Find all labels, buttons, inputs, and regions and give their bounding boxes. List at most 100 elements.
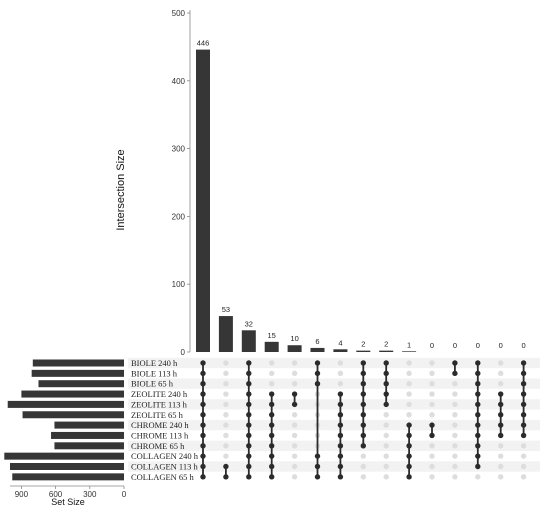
matrix-dot-active bbox=[246, 422, 252, 428]
intersection-bar-label: 53 bbox=[222, 305, 230, 314]
matrix-dot-active bbox=[269, 463, 275, 470]
matrix-dot-active bbox=[360, 381, 366, 387]
matrix-dot-active bbox=[475, 412, 481, 418]
matrix-dot-active bbox=[269, 432, 275, 439]
matrix-dot-active bbox=[360, 432, 366, 439]
matrix-dot-inactive bbox=[337, 381, 344, 387]
intersection-bars bbox=[196, 49, 417, 352]
matrix-dot-active bbox=[360, 391, 366, 397]
matrix-dot-active bbox=[360, 422, 366, 428]
matrix-dot-inactive bbox=[429, 412, 435, 418]
intersection-bar-label: 6 bbox=[315, 337, 319, 346]
matrix-dot-inactive bbox=[429, 474, 435, 480]
matrix-dot-active bbox=[246, 443, 252, 449]
matrix-dot-active bbox=[429, 432, 435, 439]
intersection-bar bbox=[333, 349, 348, 352]
matrix-dot-inactive bbox=[498, 474, 504, 480]
matrix-dot-inactive bbox=[223, 422, 229, 428]
matrix-dot-inactive bbox=[452, 412, 458, 418]
matrix-dot-inactive bbox=[360, 474, 366, 480]
matrix-dot-active bbox=[246, 391, 252, 397]
matrix-dot-inactive bbox=[291, 463, 298, 470]
matrix-dot-active bbox=[498, 391, 504, 397]
matrix-dot-active bbox=[200, 474, 206, 480]
matrix-dot-active bbox=[475, 422, 481, 428]
matrix-dot-active bbox=[383, 360, 389, 366]
intersection-bar bbox=[196, 49, 210, 352]
matrix-dot-inactive bbox=[498, 360, 504, 366]
matrix-dot-inactive bbox=[223, 432, 229, 439]
matrix-dot-inactive bbox=[223, 401, 229, 408]
intersection-bar-label: 15 bbox=[268, 331, 276, 340]
intersection-bar bbox=[264, 341, 279, 352]
matrix-dot-active bbox=[520, 401, 527, 408]
matrix-dot-active bbox=[269, 453, 275, 459]
set-size-bar bbox=[31, 369, 124, 377]
matrix-row-stripe bbox=[128, 461, 540, 472]
matrix-dot-inactive bbox=[452, 391, 458, 397]
matrix-dot-active bbox=[269, 412, 275, 418]
matrix-dot-inactive bbox=[223, 360, 229, 366]
matrix-dot-inactive bbox=[429, 370, 435, 377]
matrix-dot-active bbox=[246, 463, 252, 470]
matrix-dot-active bbox=[406, 474, 412, 480]
intersection-bar-label: 10 bbox=[290, 334, 298, 343]
set-size-bars bbox=[4, 359, 125, 481]
set-size-axis: 900 600 300 0 bbox=[10, 485, 127, 499]
matrix-dot-active bbox=[475, 391, 481, 397]
matrix-dot-active bbox=[383, 391, 389, 397]
matrix-dot-inactive bbox=[383, 453, 389, 459]
matrix-dot-active bbox=[337, 443, 344, 449]
matrix-dot-inactive bbox=[360, 453, 366, 459]
intersection-bar-label: 0 bbox=[453, 341, 457, 350]
matrix-dot-active bbox=[200, 453, 206, 459]
matrix-dot-active bbox=[520, 360, 527, 366]
matrix-dot-active bbox=[429, 422, 435, 428]
intersection-bar-label: 2 bbox=[361, 340, 365, 349]
matrix-dot-active bbox=[223, 474, 229, 480]
matrix-dot-active bbox=[475, 443, 481, 449]
matrix-dot-inactive bbox=[452, 463, 458, 470]
matrix-row-stripe bbox=[128, 357, 540, 369]
matrix-dot-inactive bbox=[429, 360, 435, 366]
matrix-dot-inactive bbox=[383, 443, 389, 449]
matrix-dot-active bbox=[475, 381, 481, 387]
matrix-dot-inactive bbox=[452, 453, 458, 459]
matrix-dot-active bbox=[337, 474, 344, 480]
set-name-label: COLLAGEN 65 h bbox=[131, 472, 195, 482]
set-name-label: ZEOLITE 65 h bbox=[131, 410, 184, 420]
set-name-label: COLLAGEN 113 h bbox=[131, 462, 198, 472]
matrix-dot-inactive bbox=[498, 381, 504, 387]
matrix-dot-active bbox=[269, 391, 275, 397]
matrix-dot-active bbox=[406, 463, 412, 470]
matrix-dot-active bbox=[360, 360, 366, 366]
matrix-dot-inactive bbox=[406, 360, 412, 366]
matrix-dot-active bbox=[246, 474, 252, 480]
matrix-dot-active bbox=[498, 422, 504, 428]
matrix-dot-active bbox=[337, 391, 344, 397]
matrix-dot-active bbox=[498, 412, 504, 418]
matrix-dot-inactive bbox=[406, 391, 412, 397]
matrix-dot-inactive bbox=[452, 422, 458, 428]
intersection-bar-label: 446 bbox=[197, 39, 210, 48]
matrix-dot-inactive bbox=[406, 412, 412, 418]
y-tick-label: 500 bbox=[172, 9, 186, 18]
matrix-dot-inactive bbox=[383, 474, 389, 480]
matrix-dot-active bbox=[314, 474, 321, 480]
matrix-dot-active bbox=[383, 401, 389, 408]
set-name-label: COLLAGEN 240 h bbox=[131, 451, 199, 461]
matrix-dot-active bbox=[406, 443, 412, 449]
matrix-dot-active bbox=[200, 432, 206, 439]
set-size-tick-label: 0 bbox=[122, 490, 127, 499]
matrix-dot-inactive bbox=[223, 453, 229, 459]
matrix-dot-inactive bbox=[498, 443, 504, 449]
matrix-dot-inactive bbox=[475, 474, 481, 480]
matrix-dot-active bbox=[360, 412, 366, 418]
matrix-dot-active bbox=[337, 453, 344, 459]
matrix-dot-inactive bbox=[429, 401, 435, 408]
matrix-dot-inactive bbox=[498, 453, 504, 459]
matrix-dot-active bbox=[498, 401, 504, 408]
set-name-label: CHROME 65 h bbox=[131, 441, 185, 451]
